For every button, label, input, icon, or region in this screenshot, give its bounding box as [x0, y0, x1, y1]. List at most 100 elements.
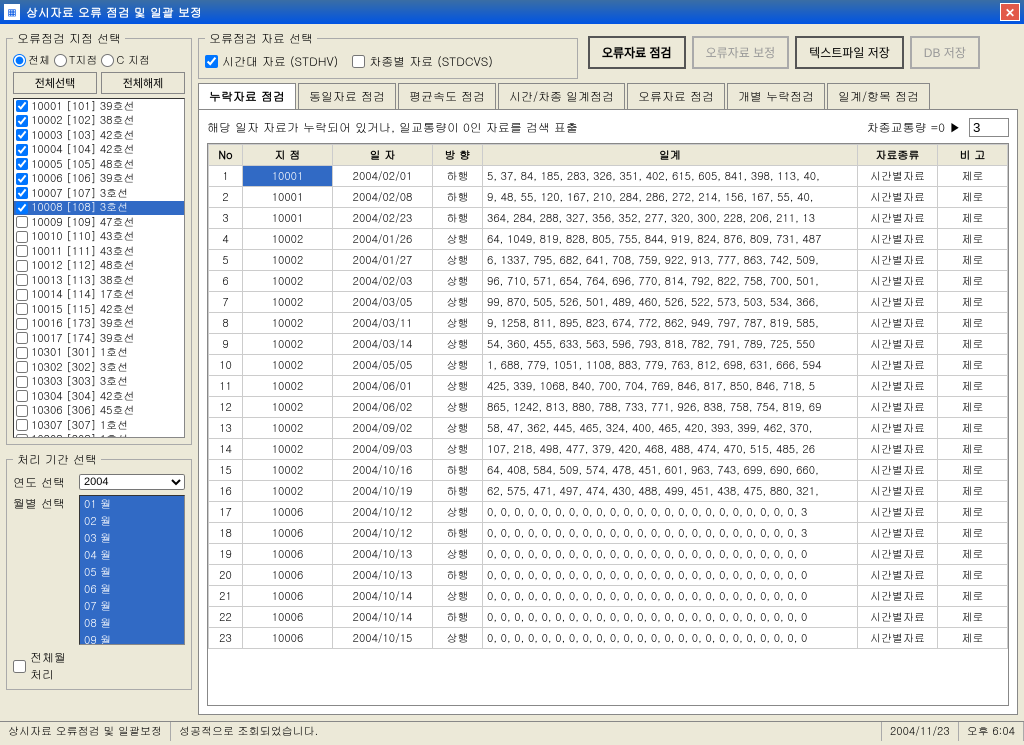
tab[interactable]: 일계/항목 점검 — [827, 83, 930, 109]
cell[interactable]: 상행 — [433, 250, 483, 271]
cell[interactable]: 364, 284, 288, 327, 356, 352, 277, 320, … — [483, 208, 858, 229]
cell[interactable]: 상행 — [433, 586, 483, 607]
month-item[interactable]: 02 월 — [80, 513, 184, 530]
station-item[interactable]: 10008 [108] 3호선 — [14, 201, 184, 216]
cell[interactable]: 시간별자료 — [858, 208, 938, 229]
cell[interactable]: 64, 408, 584, 509, 574, 478, 451, 601, 9… — [483, 460, 858, 481]
cell[interactable]: 시간별자료 — [858, 502, 938, 523]
cell[interactable]: 2004/05/05 — [333, 355, 433, 376]
cell[interactable]: 상행 — [433, 292, 483, 313]
tab[interactable]: 누락자료 점검 — [198, 83, 296, 109]
cell[interactable]: 시간별자료 — [858, 334, 938, 355]
station-item[interactable]: 10308 [308] 1호선 — [14, 433, 184, 439]
stdhv-checkbox[interactable]: 시간대 자료 (STDHV) — [205, 53, 338, 70]
cell[interactable]: 2004/10/16 — [333, 460, 433, 481]
cell[interactable]: 865, 1242, 813, 880, 788, 733, 771, 926,… — [483, 397, 858, 418]
tab[interactable]: 평균속도 점검 — [398, 83, 496, 109]
cell[interactable]: 10006 — [243, 628, 333, 649]
station-item[interactable]: 10005 [105] 48호선 — [14, 157, 184, 172]
cell[interactable]: 제로 — [938, 397, 1008, 418]
cell[interactable]: 7 — [209, 292, 243, 313]
month-item[interactable]: 03 월 — [80, 530, 184, 547]
cell[interactable]: 0, 0, 0, 0, 0, 0, 0, 0, 0, 0, 0, 0, 0, 0… — [483, 523, 858, 544]
station-item[interactable]: 10011 [111] 43호선 — [14, 244, 184, 259]
cell[interactable]: 하행 — [433, 460, 483, 481]
cell[interactable]: 제로 — [938, 481, 1008, 502]
column-header[interactable]: 일계 — [483, 145, 858, 166]
cell[interactable]: 상행 — [433, 544, 483, 565]
cell[interactable]: 제로 — [938, 418, 1008, 439]
cell[interactable]: 2004/01/26 — [333, 229, 433, 250]
cell[interactable]: 10006 — [243, 523, 333, 544]
cell[interactable]: 2004/10/15 — [333, 628, 433, 649]
cell[interactable]: 10001 — [243, 166, 333, 187]
cell[interactable]: 시간별자료 — [858, 523, 938, 544]
cell[interactable]: 5 — [209, 250, 243, 271]
cell[interactable]: 상행 — [433, 418, 483, 439]
station-item[interactable]: 10006 [106] 39호선 — [14, 172, 184, 187]
cell[interactable]: 10006 — [243, 544, 333, 565]
cell[interactable]: 제로 — [938, 271, 1008, 292]
cell[interactable]: 상행 — [433, 502, 483, 523]
cell[interactable]: 제로 — [938, 166, 1008, 187]
allmonth-checkbox[interactable]: 전체월 처리 — [13, 649, 185, 683]
cell[interactable]: 하행 — [433, 607, 483, 628]
cell[interactable]: 2004/02/08 — [333, 187, 433, 208]
column-header[interactable]: 자료종류 — [858, 145, 938, 166]
cell[interactable]: 상행 — [433, 355, 483, 376]
cell[interactable]: 22 — [209, 607, 243, 628]
column-header[interactable]: 비 고 — [938, 145, 1008, 166]
cell[interactable]: 5, 37, 84, 185, 283, 326, 351, 402, 615,… — [483, 166, 858, 187]
save-text-button[interactable]: 텍스트파일 저장 — [795, 36, 904, 69]
cell[interactable]: 제로 — [938, 376, 1008, 397]
cell[interactable]: 10002 — [243, 334, 333, 355]
cell[interactable]: 시간별자료 — [858, 481, 938, 502]
column-header[interactable]: 방 향 — [433, 145, 483, 166]
station-item[interactable]: 10304 [304] 42호선 — [14, 389, 184, 404]
cell[interactable]: 10006 — [243, 565, 333, 586]
cell[interactable]: 상행 — [433, 271, 483, 292]
cell[interactable]: 2004/10/14 — [333, 607, 433, 628]
tab[interactable]: 오류자료 점검 — [627, 83, 725, 109]
column-header[interactable]: 지 점 — [243, 145, 333, 166]
cell[interactable]: 2004/03/05 — [333, 292, 433, 313]
station-item[interactable]: 10007 [107] 3호선 — [14, 186, 184, 201]
cell[interactable]: 제로 — [938, 250, 1008, 271]
column-header[interactable]: 일 자 — [333, 145, 433, 166]
cell[interactable]: 2004/01/27 — [333, 250, 433, 271]
month-list[interactable]: 01 월02 월03 월04 월05 월06 월07 월08 월09 월10 월… — [79, 495, 185, 645]
cell[interactable]: 20 — [209, 565, 243, 586]
cell[interactable]: 0, 0, 0, 0, 0, 0, 0, 0, 0, 0, 0, 0, 0, 0… — [483, 586, 858, 607]
cell[interactable]: 시간별자료 — [858, 565, 938, 586]
cell[interactable]: 10 — [209, 355, 243, 376]
cell[interactable]: 0, 0, 0, 0, 0, 0, 0, 0, 0, 0, 0, 0, 0, 0… — [483, 502, 858, 523]
cell[interactable]: 10002 — [243, 460, 333, 481]
cell[interactable]: 시간별자료 — [858, 586, 938, 607]
station-item[interactable]: 10014 [114] 17호선 — [14, 288, 184, 303]
cell[interactable]: 4 — [209, 229, 243, 250]
station-item[interactable]: 10017 [174] 39호선 — [14, 331, 184, 346]
cell[interactable]: 2004/10/13 — [333, 544, 433, 565]
station-item[interactable]: 10307 [307] 1호선 — [14, 418, 184, 433]
cell[interactable]: 10002 — [243, 397, 333, 418]
cell[interactable]: 시간별자료 — [858, 313, 938, 334]
cell[interactable]: 제로 — [938, 313, 1008, 334]
station-item[interactable]: 10013 [113] 38호선 — [14, 273, 184, 288]
cell[interactable]: 17 — [209, 502, 243, 523]
select-all-button[interactable]: 전체선택 — [13, 72, 97, 94]
year-select[interactable]: 2004 — [79, 474, 185, 490]
cell[interactable]: 16 — [209, 481, 243, 502]
cell[interactable]: 하행 — [433, 565, 483, 586]
cell[interactable]: 1, 688, 779, 1051, 1108, 883, 779, 763, … — [483, 355, 858, 376]
month-item[interactable]: 08 월 — [80, 615, 184, 632]
cell[interactable]: 제로 — [938, 523, 1008, 544]
cell[interactable]: 8 — [209, 313, 243, 334]
cell[interactable]: 10002 — [243, 292, 333, 313]
station-item[interactable]: 10010 [110] 43호선 — [14, 230, 184, 245]
cell[interactable]: 2 — [209, 187, 243, 208]
cell[interactable]: 64, 1049, 819, 828, 805, 755, 844, 919, … — [483, 229, 858, 250]
cell[interactable]: 시간별자료 — [858, 355, 938, 376]
cell[interactable]: 3 — [209, 208, 243, 229]
cell[interactable]: 시간별자료 — [858, 166, 938, 187]
cell[interactable]: 10001 — [243, 187, 333, 208]
